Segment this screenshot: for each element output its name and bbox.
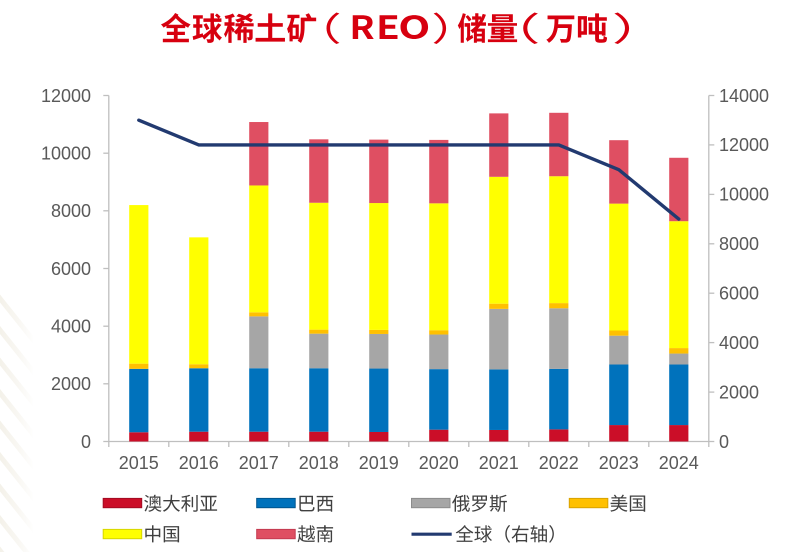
svg-text:2000: 2000 — [719, 382, 759, 402]
svg-text:6000: 6000 — [719, 284, 759, 304]
svg-text:2018: 2018 — [299, 453, 339, 473]
svg-text:2016: 2016 — [179, 453, 219, 473]
svg-text:12000: 12000 — [719, 135, 769, 155]
svg-text:2017: 2017 — [239, 453, 279, 473]
svg-text:14000: 14000 — [719, 86, 769, 106]
svg-text:8000: 8000 — [719, 234, 759, 254]
svg-text:8000: 8000 — [51, 201, 91, 221]
svg-text:2020: 2020 — [419, 453, 459, 473]
svg-text:2022: 2022 — [539, 453, 579, 473]
svg-text:10000: 10000 — [41, 144, 91, 164]
svg-text:2000: 2000 — [51, 374, 91, 394]
svg-text:0: 0 — [81, 432, 91, 452]
svg-text:10000: 10000 — [719, 185, 769, 205]
svg-text:12000: 12000 — [41, 86, 91, 106]
svg-text:6000: 6000 — [51, 259, 91, 279]
svg-text:2021: 2021 — [479, 453, 519, 473]
svg-text:2015: 2015 — [119, 453, 159, 473]
svg-text:4000: 4000 — [51, 317, 91, 337]
svg-text:2023: 2023 — [599, 453, 639, 473]
svg-text:2019: 2019 — [359, 453, 399, 473]
svg-text:4000: 4000 — [719, 333, 759, 353]
svg-text:0: 0 — [719, 432, 729, 452]
svg-text:2024: 2024 — [659, 453, 699, 473]
